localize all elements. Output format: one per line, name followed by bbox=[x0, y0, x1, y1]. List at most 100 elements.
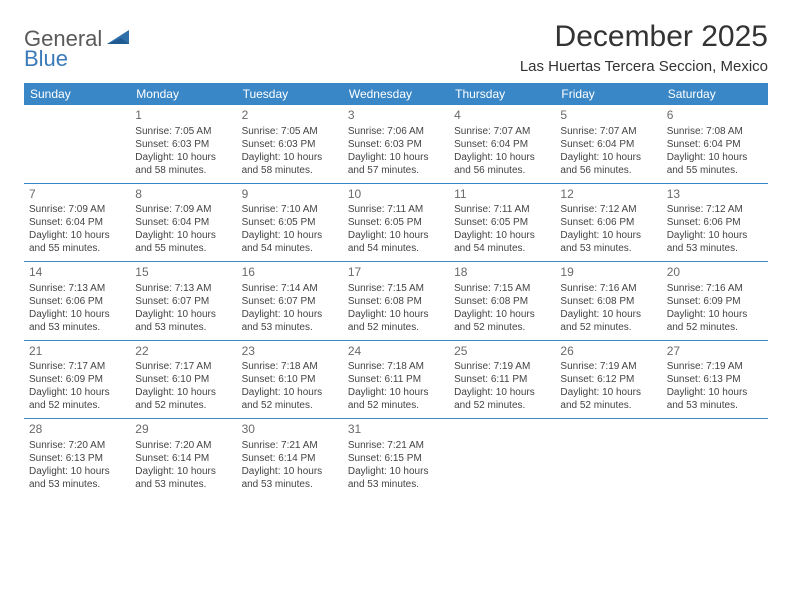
cell-daylight1: Daylight: 10 hours bbox=[348, 229, 444, 242]
calendar-day-cell: 22Sunrise: 7:17 AMSunset: 6:10 PMDayligh… bbox=[130, 340, 236, 419]
cell-daylight2: and 53 minutes. bbox=[135, 321, 231, 334]
cell-sunrise: Sunrise: 7:19 AM bbox=[560, 360, 656, 373]
page-header: General December 2025 Las Huertas Tercer… bbox=[24, 20, 768, 75]
calendar-day-cell bbox=[662, 419, 768, 497]
calendar-day-cell: 7Sunrise: 7:09 AMSunset: 6:04 PMDaylight… bbox=[24, 183, 130, 262]
cell-daylight1: Daylight: 10 hours bbox=[135, 229, 231, 242]
cell-sunset: Sunset: 6:03 PM bbox=[348, 138, 444, 151]
day-number: 17 bbox=[348, 265, 444, 281]
cell-daylight1: Daylight: 10 hours bbox=[242, 229, 338, 242]
cell-sunset: Sunset: 6:04 PM bbox=[560, 138, 656, 151]
cell-sunset: Sunset: 6:06 PM bbox=[560, 216, 656, 229]
day-number: 13 bbox=[667, 187, 763, 203]
calendar-day-cell: 17Sunrise: 7:15 AMSunset: 6:08 PMDayligh… bbox=[343, 262, 449, 341]
calendar-week-row: 14Sunrise: 7:13 AMSunset: 6:06 PMDayligh… bbox=[24, 262, 768, 341]
cell-daylight1: Daylight: 10 hours bbox=[135, 386, 231, 399]
cell-daylight2: and 53 minutes. bbox=[29, 321, 125, 334]
cell-daylight2: and 53 minutes. bbox=[135, 478, 231, 491]
calendar-day-cell: 13Sunrise: 7:12 AMSunset: 6:06 PMDayligh… bbox=[662, 183, 768, 262]
calendar-day-cell: 5Sunrise: 7:07 AMSunset: 6:04 PMDaylight… bbox=[555, 105, 661, 183]
calendar-day-cell: 29Sunrise: 7:20 AMSunset: 6:14 PMDayligh… bbox=[130, 419, 236, 497]
day-number: 9 bbox=[242, 187, 338, 203]
day-number: 25 bbox=[454, 344, 550, 360]
logo-triangle-icon bbox=[107, 28, 133, 51]
cell-daylight1: Daylight: 10 hours bbox=[135, 151, 231, 164]
cell-sunset: Sunset: 6:03 PM bbox=[135, 138, 231, 151]
cell-sunset: Sunset: 6:09 PM bbox=[667, 295, 763, 308]
cell-daylight2: and 53 minutes. bbox=[560, 242, 656, 255]
cell-daylight1: Daylight: 10 hours bbox=[560, 386, 656, 399]
cell-daylight2: and 52 minutes. bbox=[454, 321, 550, 334]
day-number: 20 bbox=[667, 265, 763, 281]
day-number: 16 bbox=[242, 265, 338, 281]
cell-sunset: Sunset: 6:11 PM bbox=[348, 373, 444, 386]
day-number: 8 bbox=[135, 187, 231, 203]
cell-daylight2: and 54 minutes. bbox=[348, 242, 444, 255]
day-number: 7 bbox=[29, 187, 125, 203]
calendar-day-cell: 27Sunrise: 7:19 AMSunset: 6:13 PMDayligh… bbox=[662, 340, 768, 419]
cell-daylight2: and 56 minutes. bbox=[454, 164, 550, 177]
calendar-week-row: 28Sunrise: 7:20 AMSunset: 6:13 PMDayligh… bbox=[24, 419, 768, 497]
calendar-day-cell: 26Sunrise: 7:19 AMSunset: 6:12 PMDayligh… bbox=[555, 340, 661, 419]
calendar-day-cell: 30Sunrise: 7:21 AMSunset: 6:14 PMDayligh… bbox=[237, 419, 343, 497]
calendar-day-cell: 12Sunrise: 7:12 AMSunset: 6:06 PMDayligh… bbox=[555, 183, 661, 262]
cell-daylight2: and 52 minutes. bbox=[348, 399, 444, 412]
calendar-day-cell: 18Sunrise: 7:15 AMSunset: 6:08 PMDayligh… bbox=[449, 262, 555, 341]
cell-sunrise: Sunrise: 7:12 AM bbox=[667, 203, 763, 216]
cell-daylight1: Daylight: 10 hours bbox=[348, 308, 444, 321]
day-number: 19 bbox=[560, 265, 656, 281]
calendar-table: SundayMondayTuesdayWednesdayThursdayFrid… bbox=[24, 83, 768, 497]
weekday-header: Friday bbox=[555, 83, 661, 105]
cell-daylight1: Daylight: 10 hours bbox=[560, 308, 656, 321]
cell-daylight1: Daylight: 10 hours bbox=[29, 229, 125, 242]
cell-sunrise: Sunrise: 7:21 AM bbox=[242, 439, 338, 452]
calendar-day-cell: 15Sunrise: 7:13 AMSunset: 6:07 PMDayligh… bbox=[130, 262, 236, 341]
day-number: 3 bbox=[348, 108, 444, 124]
cell-daylight2: and 52 minutes. bbox=[560, 399, 656, 412]
cell-daylight2: and 53 minutes. bbox=[242, 321, 338, 334]
cell-sunrise: Sunrise: 7:07 AM bbox=[454, 125, 550, 138]
calendar-body: 1Sunrise: 7:05 AMSunset: 6:03 PMDaylight… bbox=[24, 105, 768, 497]
day-number: 31 bbox=[348, 422, 444, 438]
cell-sunset: Sunset: 6:04 PM bbox=[135, 216, 231, 229]
cell-daylight2: and 58 minutes. bbox=[135, 164, 231, 177]
calendar-header-row: SundayMondayTuesdayWednesdayThursdayFrid… bbox=[24, 83, 768, 105]
cell-sunrise: Sunrise: 7:17 AM bbox=[135, 360, 231, 373]
cell-sunrise: Sunrise: 7:08 AM bbox=[667, 125, 763, 138]
cell-daylight2: and 52 minutes. bbox=[560, 321, 656, 334]
cell-sunrise: Sunrise: 7:06 AM bbox=[348, 125, 444, 138]
cell-sunset: Sunset: 6:08 PM bbox=[560, 295, 656, 308]
cell-sunrise: Sunrise: 7:05 AM bbox=[135, 125, 231, 138]
cell-sunset: Sunset: 6:05 PM bbox=[454, 216, 550, 229]
cell-daylight1: Daylight: 10 hours bbox=[667, 229, 763, 242]
cell-sunset: Sunset: 6:06 PM bbox=[667, 216, 763, 229]
cell-sunset: Sunset: 6:06 PM bbox=[29, 295, 125, 308]
logo-text-blue-wrapper: Blue bbox=[24, 46, 68, 72]
calendar-day-cell: 16Sunrise: 7:14 AMSunset: 6:07 PMDayligh… bbox=[237, 262, 343, 341]
day-number: 21 bbox=[29, 344, 125, 360]
cell-sunrise: Sunrise: 7:10 AM bbox=[242, 203, 338, 216]
cell-daylight2: and 52 minutes. bbox=[667, 321, 763, 334]
calendar-day-cell: 20Sunrise: 7:16 AMSunset: 6:09 PMDayligh… bbox=[662, 262, 768, 341]
cell-sunrise: Sunrise: 7:18 AM bbox=[242, 360, 338, 373]
cell-daylight1: Daylight: 10 hours bbox=[348, 465, 444, 478]
cell-daylight2: and 52 minutes. bbox=[242, 399, 338, 412]
weekday-header: Saturday bbox=[662, 83, 768, 105]
calendar-day-cell: 25Sunrise: 7:19 AMSunset: 6:11 PMDayligh… bbox=[449, 340, 555, 419]
calendar-day-cell: 3Sunrise: 7:06 AMSunset: 6:03 PMDaylight… bbox=[343, 105, 449, 183]
cell-sunset: Sunset: 6:04 PM bbox=[454, 138, 550, 151]
cell-sunrise: Sunrise: 7:12 AM bbox=[560, 203, 656, 216]
cell-sunset: Sunset: 6:14 PM bbox=[242, 452, 338, 465]
cell-sunset: Sunset: 6:04 PM bbox=[667, 138, 763, 151]
cell-sunrise: Sunrise: 7:13 AM bbox=[135, 282, 231, 295]
cell-daylight2: and 57 minutes. bbox=[348, 164, 444, 177]
day-number: 6 bbox=[667, 108, 763, 124]
calendar-day-cell: 24Sunrise: 7:18 AMSunset: 6:11 PMDayligh… bbox=[343, 340, 449, 419]
cell-daylight1: Daylight: 10 hours bbox=[667, 308, 763, 321]
cell-daylight1: Daylight: 10 hours bbox=[667, 151, 763, 164]
day-number: 15 bbox=[135, 265, 231, 281]
calendar-week-row: 1Sunrise: 7:05 AMSunset: 6:03 PMDaylight… bbox=[24, 105, 768, 183]
cell-daylight1: Daylight: 10 hours bbox=[29, 465, 125, 478]
cell-sunrise: Sunrise: 7:19 AM bbox=[667, 360, 763, 373]
location-label: Las Huertas Tercera Seccion, Mexico bbox=[520, 58, 768, 75]
